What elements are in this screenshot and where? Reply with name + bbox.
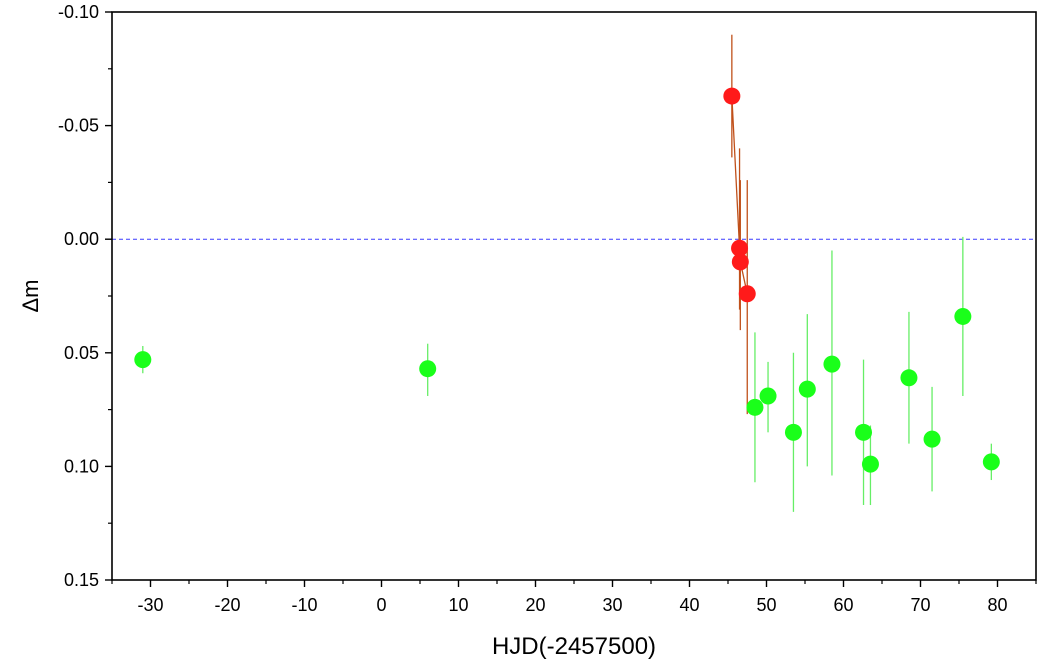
data-point	[759, 387, 777, 405]
data-point	[900, 369, 918, 387]
y-tick-label: 0.10	[64, 456, 99, 476]
x-tick-label: 80	[987, 595, 1007, 615]
plot-frame	[111, 11, 1037, 581]
data-point	[823, 355, 841, 373]
data-point	[419, 360, 437, 378]
y-tick-label: 0.00	[64, 229, 99, 249]
y-axis-label: Δm	[18, 279, 43, 312]
x-axis-label: HJD(-2457500)	[492, 633, 656, 660]
x-tick-label: 30	[602, 595, 622, 615]
data-point	[746, 398, 764, 416]
data-point	[134, 351, 152, 369]
data-point	[982, 453, 1000, 471]
x-tick-label: 40	[679, 595, 699, 615]
data-point	[855, 423, 873, 441]
y-tick-label: 0.05	[64, 343, 99, 363]
x-tick-label: 10	[448, 595, 468, 615]
x-tick-label: 20	[525, 595, 545, 615]
x-tick-label: 60	[833, 595, 853, 615]
y-tick-label: -0.05	[58, 116, 99, 136]
x-tick-label: 70	[910, 595, 930, 615]
data-point	[731, 253, 749, 271]
x-axis-ticks: -30 -20 -10 0 10 20 30 40 50 60 70 80	[111, 580, 1037, 615]
data-point-layer	[134, 87, 1000, 473]
data-point	[798, 380, 816, 398]
data-point	[723, 87, 741, 105]
x-tick-label: 50	[756, 595, 776, 615]
data-point	[954, 307, 972, 325]
x-tick-label: 0	[376, 595, 386, 615]
data-point	[731, 239, 749, 257]
y-tick-label: 0.15	[64, 570, 99, 590]
y-axis-ticks: -0.10 -0.05 0.00 0.05 0.10 0.15	[58, 2, 112, 590]
x-tick-label: -20	[214, 595, 240, 615]
x-tick-label: -10	[291, 595, 317, 615]
data-point	[784, 423, 802, 441]
data-point	[923, 430, 941, 448]
data-point	[861, 455, 879, 473]
data-point	[738, 285, 756, 303]
y-tick-label: -0.10	[58, 2, 99, 22]
x-tick-label: -30	[137, 595, 163, 615]
